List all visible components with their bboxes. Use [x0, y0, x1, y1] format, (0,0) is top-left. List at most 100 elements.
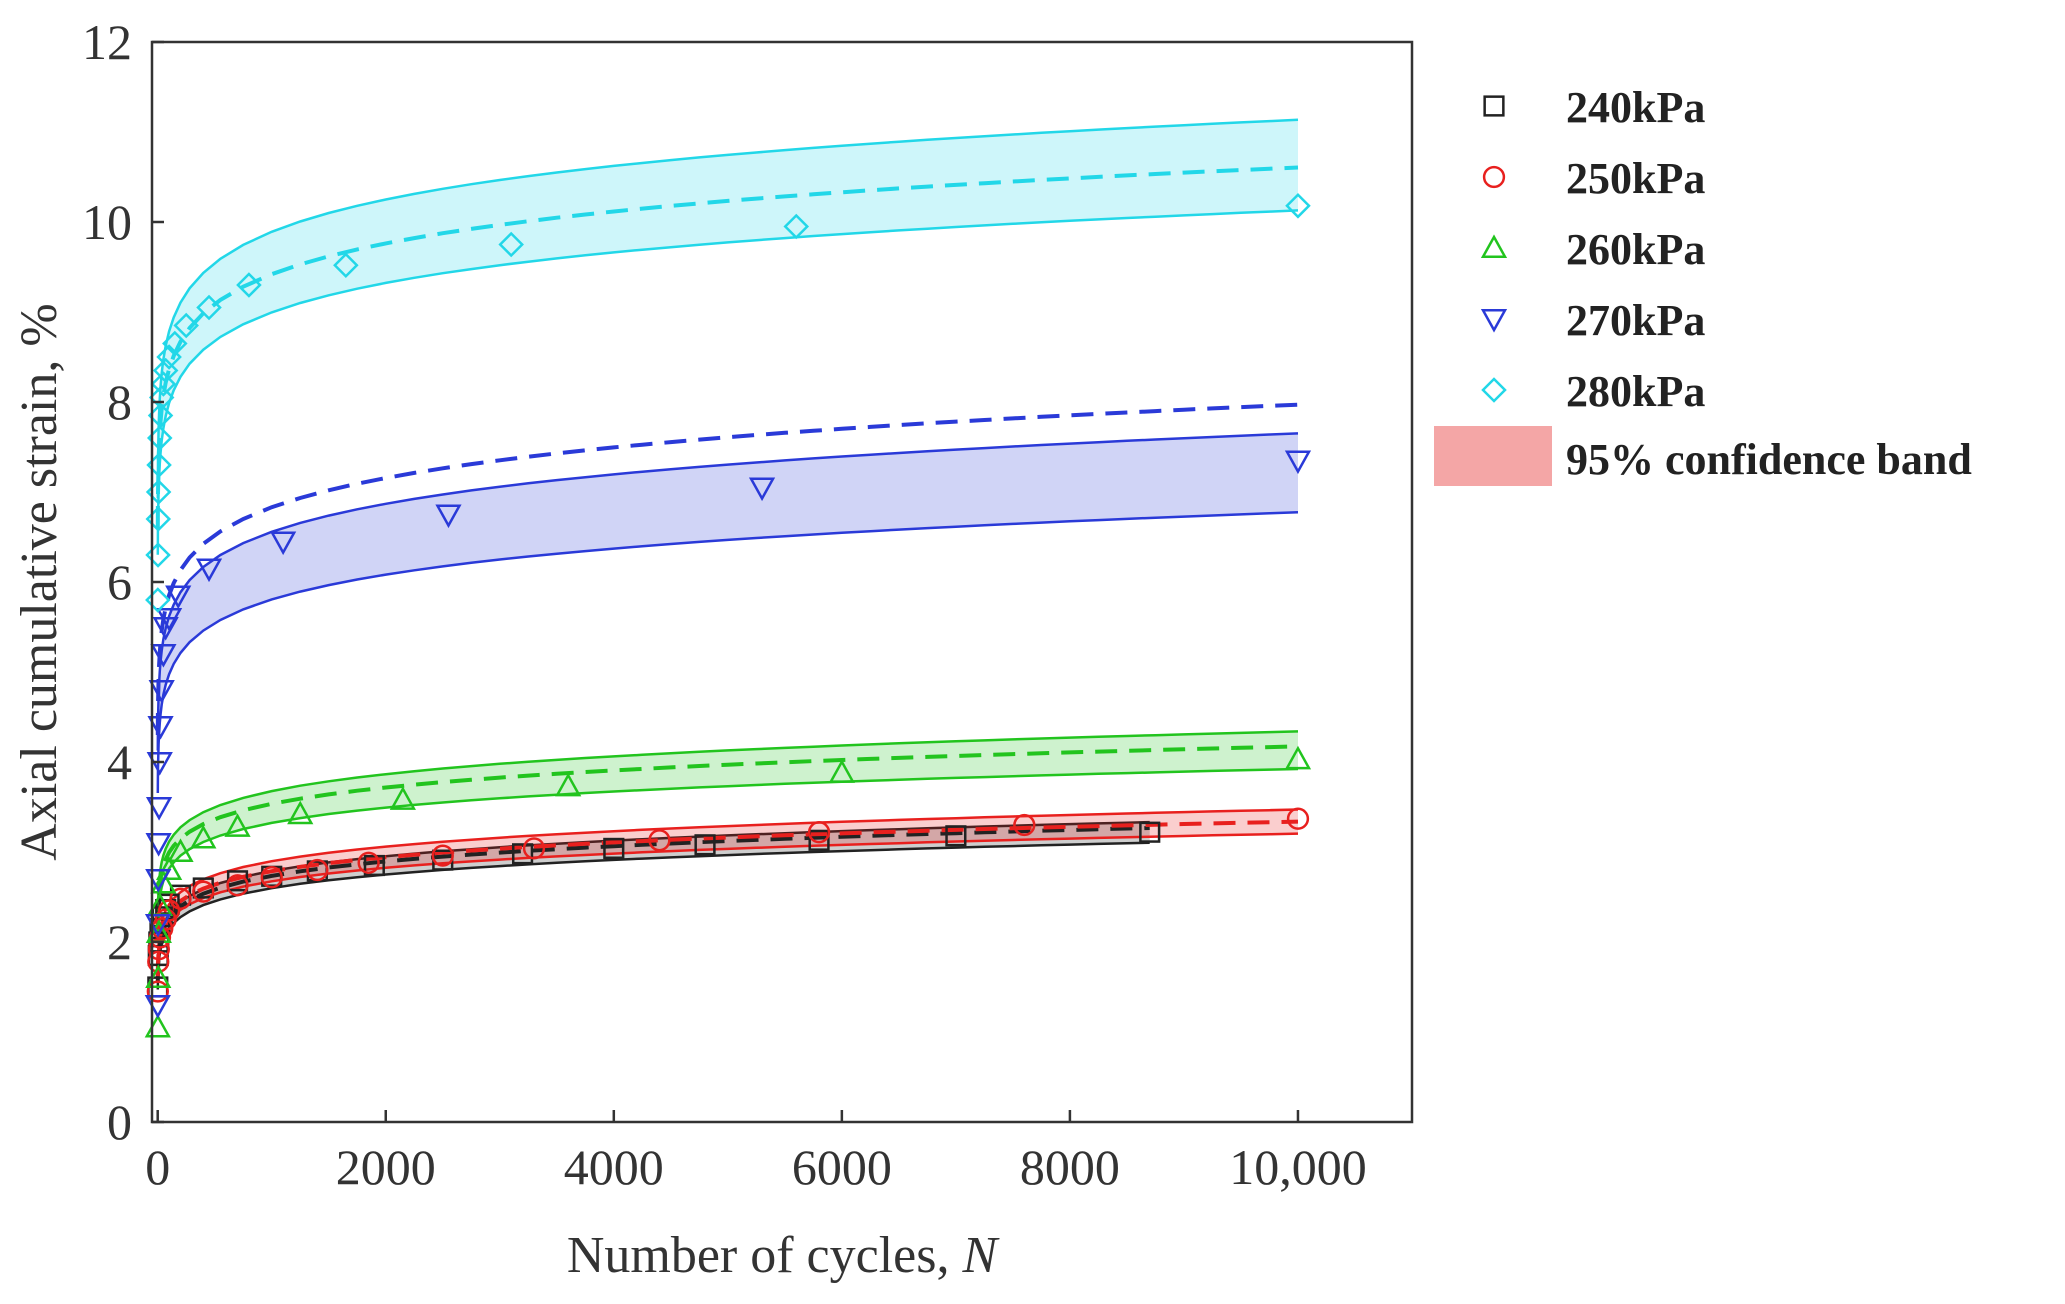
x-tick-label: 10,000: [1229, 1139, 1367, 1195]
data-point: [945, 825, 967, 847]
legend-marker: [1480, 234, 1508, 259]
y-tick-label: 2: [107, 914, 132, 970]
y-tick-label: 6: [107, 554, 132, 610]
confidence-bands: [156, 118, 1299, 990]
data-point: [147, 950, 170, 973]
data-point: [357, 851, 380, 874]
band-upper-line: [156, 432, 1299, 751]
data-point: [511, 843, 534, 865]
x-axis-label-text: Number of cycles,: [567, 1227, 963, 1284]
legend-band-swatch: [1434, 426, 1552, 486]
data-point: [173, 312, 199, 339]
data-point: [555, 772, 582, 797]
data-point: [145, 587, 171, 613]
data-point: [287, 800, 314, 825]
legend-marker: [1483, 95, 1505, 117]
data-point: [260, 866, 283, 889]
legend-marker: [1481, 377, 1507, 403]
y-tick-label: 4: [107, 734, 132, 790]
confidence-band: [157, 731, 1298, 941]
data-point: [828, 759, 855, 783]
data-point: [224, 813, 251, 837]
data-point: [145, 542, 171, 568]
legend-series-entries: 240kPa 250kPa 260kPa 270kPa 280kPa: [1480, 83, 1705, 416]
data-point: [648, 829, 671, 852]
x-axis-label: Number of cycles, N: [567, 1227, 1001, 1284]
data-point: [1286, 807, 1310, 830]
x-axis-label-symbol: N: [961, 1227, 1000, 1284]
legend-label: 280kPa: [1566, 367, 1705, 416]
data-point: [431, 844, 454, 867]
x-tick-label: 2000: [336, 1139, 436, 1195]
data-point: [694, 834, 716, 856]
x-tick-label: 0: [145, 1139, 170, 1195]
confidence-band: [157, 119, 1298, 555]
data-point: [152, 616, 179, 641]
data-point: [270, 531, 297, 556]
data-point: [150, 371, 177, 397]
data-point: [150, 643, 177, 668]
data-point: [196, 294, 222, 321]
data-point: [195, 558, 223, 583]
data-point: [190, 824, 217, 849]
band-lower-line: [156, 511, 1299, 794]
data-point: [1284, 745, 1312, 770]
legend: 240kPa 250kPa 260kPa 270kPa 280kPa 95% confi…: [1434, 83, 1972, 486]
data-point: [603, 837, 625, 859]
legend-band-label: 95% confidence band: [1566, 435, 1972, 484]
y-tick-label: 0: [107, 1094, 132, 1150]
data-point: [1139, 821, 1161, 843]
legend-label: 260kPa: [1566, 225, 1705, 274]
legend-label: 250kPa: [1566, 154, 1705, 203]
fit-line: [155, 744, 1299, 929]
data-point: [1284, 450, 1312, 475]
data-point: [498, 231, 524, 258]
data-point: [155, 607, 183, 632]
y-tick-label: 10: [82, 194, 132, 250]
data-point: [236, 272, 262, 298]
data-point: [226, 874, 249, 897]
data-point: [783, 213, 810, 240]
legend-label: 270kPa: [1566, 296, 1705, 345]
data-point: [148, 384, 175, 411]
legend-marker: [1480, 308, 1508, 333]
band-upper-line: [156, 118, 1299, 499]
x-tick-label: 4000: [564, 1139, 664, 1195]
data-point: [1285, 193, 1311, 219]
legend-marker: [1482, 165, 1506, 189]
data-point: [748, 477, 776, 502]
confidence-band: [157, 809, 1298, 982]
data-point: [435, 504, 462, 529]
data-point: [522, 837, 546, 860]
data-point: [150, 869, 177, 894]
data-point: [157, 899, 181, 922]
data-point: [162, 330, 188, 357]
data-point: [148, 679, 175, 704]
data-point: [333, 252, 359, 278]
data-point: [169, 887, 192, 910]
data-points: [144, 193, 1312, 1038]
data-point: [144, 1013, 171, 1038]
data-point: [807, 821, 831, 844]
y-tick-label: 8: [107, 374, 132, 430]
band-lower-line: [156, 209, 1299, 555]
data-point: [145, 796, 173, 821]
data-point: [192, 880, 215, 903]
legend-label: 240kPa: [1566, 83, 1705, 132]
x-tick-label: 8000: [1020, 1139, 1120, 1195]
x-tick-label: 6000: [792, 1139, 892, 1195]
data-point: [147, 715, 174, 740]
axis-ticks: 0 2000 4000 6000 8000 10,000 0 2 4 6 8 10 12: [82, 14, 1367, 1195]
data-point: [152, 357, 179, 384]
data-point: [808, 829, 830, 851]
data-point: [389, 786, 416, 810]
y-tick-label: 12: [82, 14, 132, 70]
confidence-band: [157, 822, 1150, 990]
data-point: [306, 858, 329, 882]
data-point: [147, 938, 170, 961]
y-axis-label: Axial cumulative strain, %: [11, 303, 68, 860]
data-point: [167, 838, 194, 863]
data-point: [155, 856, 183, 881]
data-point: [1013, 813, 1036, 837]
